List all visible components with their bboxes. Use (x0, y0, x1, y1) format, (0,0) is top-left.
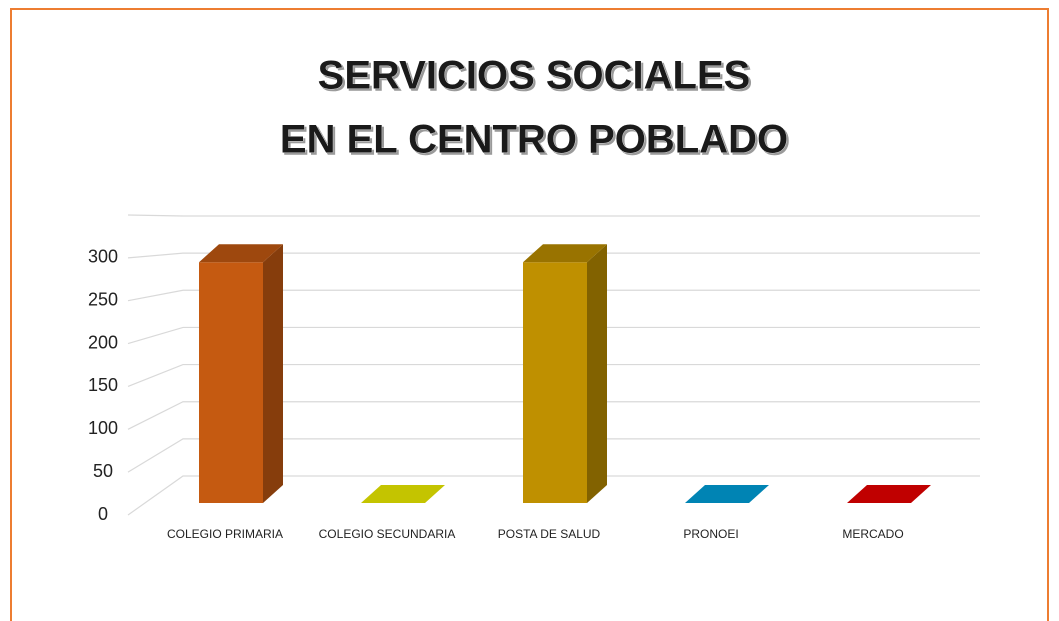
y-tick-label: 100 (88, 418, 118, 438)
x-tick-label: MERCADO (842, 527, 903, 541)
bar-side (263, 244, 283, 503)
y-tick-label: 300 (88, 247, 118, 267)
x-tick-label: COLEGIO PRIMARIA (167, 527, 283, 541)
bar (361, 485, 445, 503)
x-tick-label: POSTA DE SALUD (498, 527, 601, 541)
grid-line (127, 475, 980, 516)
bar-top (685, 485, 769, 503)
y-tick-label: 250 (88, 289, 118, 309)
y-tick-label: 50 (93, 461, 113, 481)
chart-title: EN EL CENTRO POBLADO (280, 118, 788, 162)
y-tick-label: 150 (88, 375, 118, 395)
grid-line (127, 401, 980, 430)
bar-top (361, 485, 445, 503)
bar (847, 485, 931, 503)
bar (199, 244, 283, 503)
bar (523, 244, 607, 503)
bar-side (587, 244, 607, 503)
y-tick-label: 0 (98, 504, 108, 524)
bar-top (199, 244, 283, 263)
grid-line (127, 438, 980, 473)
grid-line (127, 363, 980, 387)
grid-line (127, 214, 980, 217)
chart-title: SERVICIOS SOCIALES (318, 54, 751, 98)
grid-line (127, 289, 980, 302)
y-tick-label: 200 (88, 332, 118, 352)
bar-top (523, 244, 607, 263)
bar (685, 485, 769, 503)
bar-front (199, 262, 263, 503)
grid-line (127, 252, 980, 259)
bar-top (847, 485, 931, 503)
bar-front (523, 262, 587, 503)
grid-line (127, 326, 980, 345)
x-tick-label: COLEGIO SECUNDARIA (319, 527, 456, 541)
x-tick-label: PRONOEI (683, 527, 738, 541)
